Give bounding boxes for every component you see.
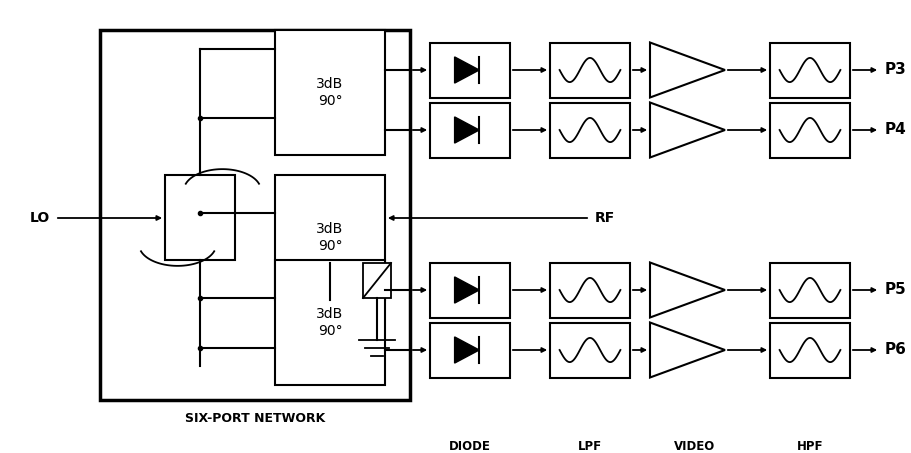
Text: LO: LO	[30, 211, 50, 225]
Bar	[429, 102, 509, 158]
Polygon shape	[454, 337, 478, 363]
Bar	[429, 262, 509, 318]
Text: P4: P4	[884, 122, 906, 138]
Text: VIDEO
AMPLIFIER: VIDEO AMPLIFIER	[659, 440, 730, 453]
Bar	[769, 102, 849, 158]
Text: DIODE
DETECTOR: DIODE DETECTOR	[435, 440, 505, 453]
Text: SIX-PORT NETWORK: SIX-PORT NETWORK	[185, 412, 324, 425]
Text: 3dB
90°: 3dB 90°	[316, 77, 343, 108]
Polygon shape	[650, 323, 724, 377]
Bar	[100, 30, 410, 400]
Bar	[549, 102, 630, 158]
Bar	[769, 43, 849, 97]
Bar	[363, 263, 391, 298]
Bar	[769, 262, 849, 318]
Bar	[549, 262, 630, 318]
Bar	[275, 260, 384, 385]
Bar	[769, 323, 849, 377]
Text: LPF: LPF	[578, 440, 601, 453]
Text: P3: P3	[884, 63, 906, 77]
Text: RF: RF	[594, 211, 615, 225]
Bar	[275, 30, 384, 155]
Bar	[429, 323, 509, 377]
Polygon shape	[454, 57, 478, 83]
Bar	[549, 323, 630, 377]
Bar	[275, 175, 384, 300]
Text: P5: P5	[884, 283, 906, 298]
Polygon shape	[454, 277, 478, 303]
Polygon shape	[650, 43, 724, 97]
Text: P6: P6	[884, 342, 906, 357]
Bar	[429, 43, 509, 97]
Polygon shape	[650, 102, 724, 158]
Text: 3dB
90°: 3dB 90°	[316, 308, 343, 337]
Polygon shape	[454, 117, 478, 143]
Bar	[165, 175, 235, 260]
Text: HPF: HPF	[796, 440, 823, 453]
Bar	[549, 43, 630, 97]
Polygon shape	[650, 262, 724, 318]
Text: 3dB
90°: 3dB 90°	[316, 222, 343, 253]
